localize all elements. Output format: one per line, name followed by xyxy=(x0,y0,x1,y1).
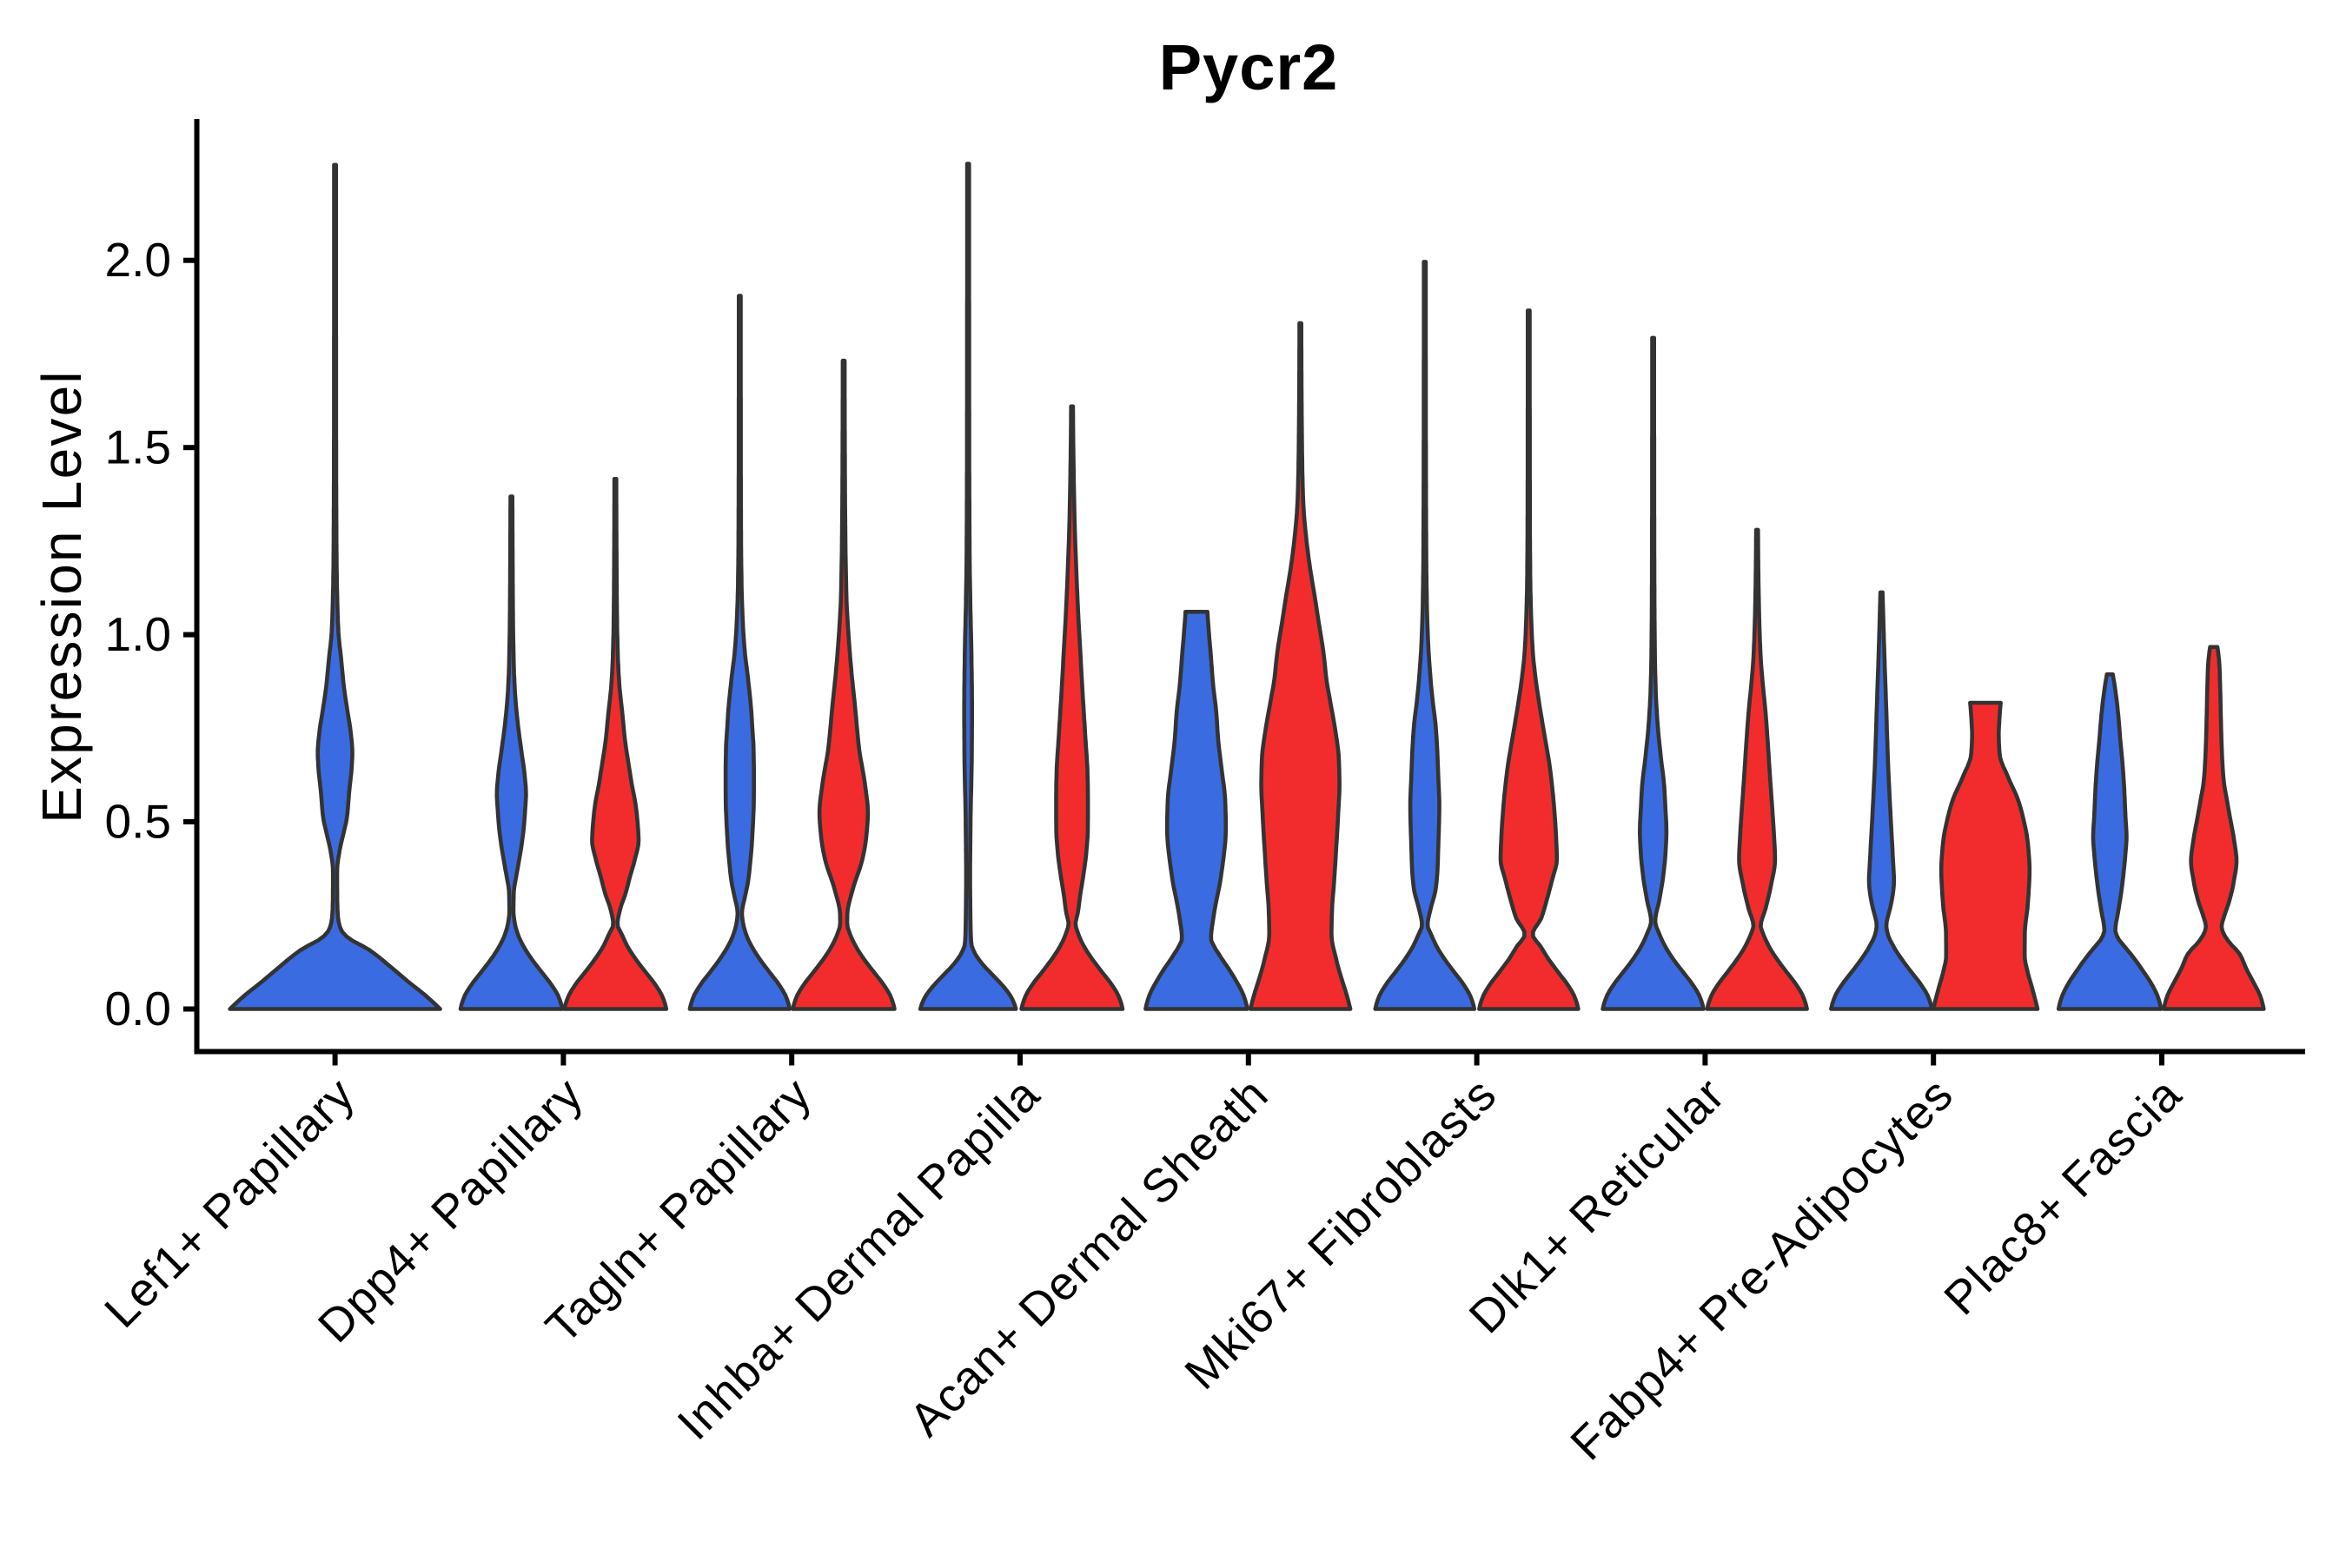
svg-text:0.5: 0.5 xyxy=(105,795,171,849)
svg-text:2.0: 2.0 xyxy=(105,233,171,287)
svg-text:1.5: 1.5 xyxy=(105,420,171,474)
svg-text:0.0: 0.0 xyxy=(105,982,171,1035)
svg-text:Pycr2: Pycr2 xyxy=(1159,31,1339,103)
svg-text:1.0: 1.0 xyxy=(105,607,171,661)
svg-text:Expression Level: Expression Level xyxy=(30,369,93,824)
